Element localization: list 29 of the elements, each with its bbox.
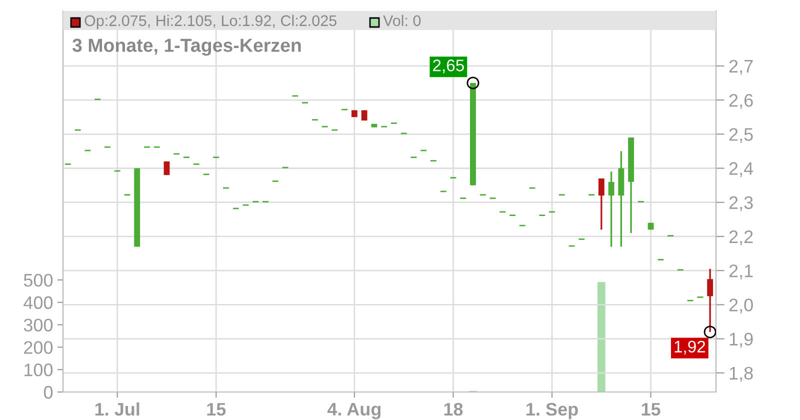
text: 3 Monate, 1-Tages-Kerzen bbox=[72, 38, 301, 56]
y2-tick-label: 0 bbox=[44, 386, 53, 399]
y-tick-label: 2,7 bbox=[729, 60, 753, 75]
annotation: 2,65 bbox=[433, 60, 464, 74]
y-tick-label: 2,1 bbox=[729, 264, 753, 280]
annotation: 1,92 bbox=[674, 340, 706, 355]
y2-tick-label: 100 bbox=[24, 364, 53, 376]
y-tick-label: 2,0 bbox=[729, 298, 753, 314]
x-tick-label: 15 bbox=[642, 403, 660, 416]
annotation: Vol: 0 bbox=[383, 14, 421, 26]
y2-tick-label: 200 bbox=[24, 341, 53, 354]
y-tick-label: 2,6 bbox=[729, 94, 753, 109]
y-tick-label: 2,3 bbox=[729, 196, 753, 212]
x-tick-label: 1. Sep bbox=[526, 402, 578, 420]
candlestick bbox=[608, 170, 614, 248]
y-tick-label: 2,5 bbox=[729, 128, 753, 143]
y-tick-label: 2,2 bbox=[729, 230, 753, 246]
annotation: Op:2.075, Hi:2.105, Lo:1.92, Cl:2.025 bbox=[84, 14, 336, 30]
x-tick-label: 15 bbox=[207, 403, 226, 416]
candlestick bbox=[598, 178, 604, 230]
y-tick-label: 1,8 bbox=[730, 366, 753, 382]
y2-tick-label: 500 bbox=[24, 274, 53, 287]
y2-tick-label: 400 bbox=[24, 296, 53, 310]
y-tick-label: 1,9 bbox=[730, 332, 753, 348]
y2-tick-label: 300 bbox=[24, 318, 53, 332]
x-tick-label: 18 bbox=[444, 402, 463, 416]
x-tick-label: 1. Jul bbox=[95, 402, 140, 416]
y-tick-label: 2,4 bbox=[729, 162, 754, 178]
x-tick-label: 4. Aug bbox=[327, 403, 380, 420]
